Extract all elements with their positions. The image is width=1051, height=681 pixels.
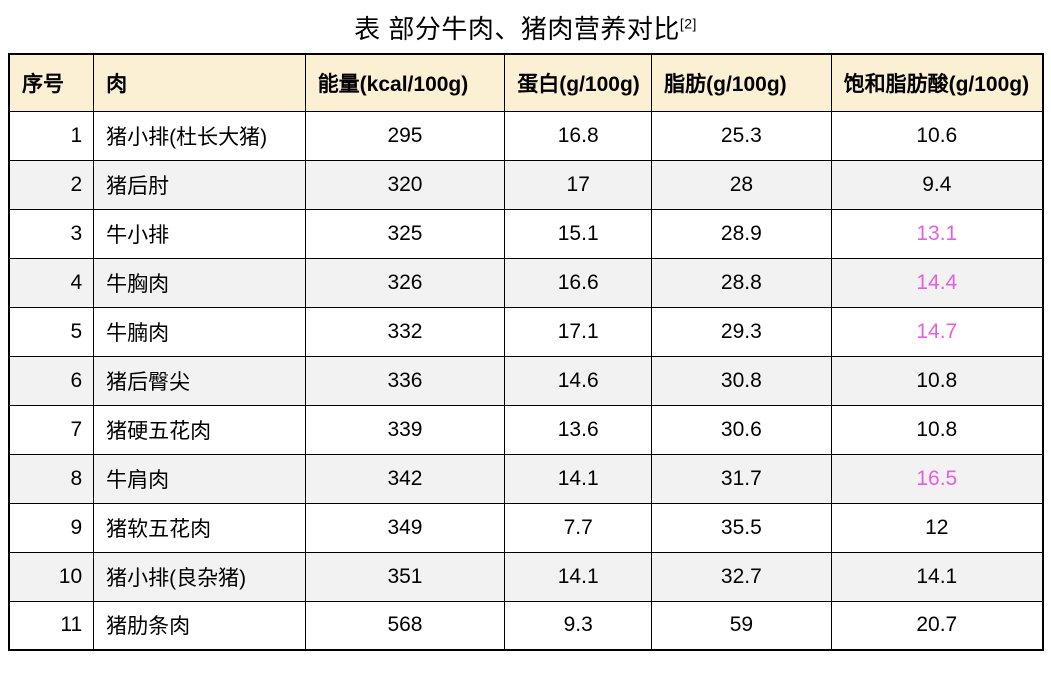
- cell-protein: 15.1: [504, 208, 653, 259]
- cell-protein: 13.6: [504, 404, 653, 455]
- table-row: 9 猪软五花肉 349 7.7 35.5 12: [8, 502, 1044, 553]
- cell-protein: 16.6: [504, 257, 653, 308]
- cell-energy: 351: [304, 551, 506, 602]
- cell-meat: 猪肋条肉: [93, 600, 306, 651]
- cell-index: 1: [8, 110, 95, 161]
- cell-satfat: 12: [830, 502, 1044, 553]
- cell-fat: 25.3: [651, 110, 832, 161]
- cell-protein: 14.1: [504, 551, 653, 602]
- cell-energy: 320: [304, 159, 506, 210]
- cell-protein: 9.3: [504, 600, 653, 651]
- column-header-meat: 肉: [93, 53, 306, 112]
- cell-satfat: 10.8: [830, 404, 1044, 455]
- cell-meat: 猪软五花肉: [93, 502, 306, 553]
- column-header-index: 序号: [8, 53, 95, 112]
- cell-satfat: 16.5: [830, 453, 1044, 504]
- cell-fat: 31.7: [651, 453, 832, 504]
- cell-satfat: 14.1: [830, 551, 1044, 602]
- caption-text: 表 部分牛肉、猪肉营养对比: [354, 14, 680, 44]
- cell-index: 2: [8, 159, 95, 210]
- cell-satfat: 9.4: [830, 159, 1044, 210]
- cell-meat: 牛胸肉: [93, 257, 306, 308]
- table-row: 8 牛肩肉 342 14.1 31.7 16.5: [8, 453, 1044, 504]
- cell-fat: 28.8: [651, 257, 832, 308]
- table-row: 1 猪小排(杜长大猪) 295 16.8 25.3 10.6: [8, 110, 1044, 161]
- cell-index: 8: [8, 453, 95, 504]
- citation-superscript: [2]: [679, 15, 697, 32]
- cell-meat: 猪硬五花肉: [93, 404, 306, 455]
- cell-meat: 牛小排: [93, 208, 306, 259]
- cell-fat: 28: [651, 159, 832, 210]
- table-row: 7 猪硬五花肉 339 13.6 30.6 10.8: [8, 404, 1044, 455]
- cell-energy: 568: [304, 600, 506, 651]
- cell-index: 5: [8, 306, 95, 357]
- cell-satfat: 20.7: [830, 600, 1044, 651]
- cell-protein: 14.1: [504, 453, 653, 504]
- table-row: 5 牛腩肉 332 17.1 29.3 14.7: [8, 306, 1044, 357]
- cell-energy: 336: [304, 355, 506, 406]
- cell-index: 3: [8, 208, 95, 259]
- cell-energy: 339: [304, 404, 506, 455]
- table-row: 10 猪小排(良杂猪) 351 14.1 32.7 14.1: [8, 551, 1044, 602]
- cell-protein: 7.7: [504, 502, 653, 553]
- cell-energy: 295: [304, 110, 506, 161]
- cell-meat: 牛腩肉: [93, 306, 306, 357]
- cell-meat: 猪后肘: [93, 159, 306, 210]
- table-body: 1 猪小排(杜长大猪) 295 16.8 25.3 10.6 2 猪后肘 320 17 28 9.4 3…: [8, 110, 1044, 651]
- cell-meat: 牛肩肉: [93, 453, 306, 504]
- cell-energy: 326: [304, 257, 506, 308]
- cell-energy: 349: [304, 502, 506, 553]
- table-caption: 表 部分牛肉、猪肉营养对比[2]: [0, 9, 1051, 46]
- cell-fat: 32.7: [651, 551, 832, 602]
- cell-protein: 16.8: [504, 110, 653, 161]
- cell-satfat: 14.4: [830, 257, 1044, 308]
- header-row: 序号 肉 能量(kcal/100g) 蛋白(g/100g) 脂肪(g/100g)…: [8, 53, 1044, 112]
- cell-satfat: 14.7: [830, 306, 1044, 357]
- table-row: 3 牛小排 325 15.1 28.9 13.1: [8, 208, 1044, 259]
- cell-index: 6: [8, 355, 95, 406]
- table-row: 4 牛胸肉 326 16.6 28.8 14.4: [8, 257, 1044, 308]
- cell-index: 4: [8, 257, 95, 308]
- cell-fat: 30.8: [651, 355, 832, 406]
- nutrition-table: 序号 肉 能量(kcal/100g) 蛋白(g/100g) 脂肪(g/100g)…: [8, 53, 1044, 651]
- cell-protein: 17.1: [504, 306, 653, 357]
- cell-protein: 14.6: [504, 355, 653, 406]
- cell-energy: 342: [304, 453, 506, 504]
- cell-satfat: 10.6: [830, 110, 1044, 161]
- cell-meat: 猪小排(杜长大猪): [93, 110, 306, 161]
- cell-protein: 17: [504, 159, 653, 210]
- table-row: 11 猪肋条肉 568 9.3 59 20.7: [8, 600, 1044, 651]
- cell-meat: 猪小排(良杂猪): [93, 551, 306, 602]
- column-header-energy: 能量(kcal/100g): [304, 53, 506, 112]
- cell-satfat: 10.8: [830, 355, 1044, 406]
- cell-index: 10: [8, 551, 95, 602]
- cell-satfat: 13.1: [830, 208, 1044, 259]
- table-row: 6 猪后臀尖 336 14.6 30.8 10.8: [8, 355, 1044, 406]
- column-header-protein: 蛋白(g/100g): [504, 53, 653, 112]
- cell-index: 9: [8, 502, 95, 553]
- column-header-fat: 脂肪(g/100g): [651, 53, 832, 112]
- table-row: 2 猪后肘 320 17 28 9.4: [8, 159, 1044, 210]
- cell-fat: 28.9: [651, 208, 832, 259]
- cell-energy: 332: [304, 306, 506, 357]
- cell-fat: 59: [651, 600, 832, 651]
- cell-meat: 猪后臀尖: [93, 355, 306, 406]
- cell-index: 11: [8, 600, 95, 651]
- cell-energy: 325: [304, 208, 506, 259]
- cell-fat: 35.5: [651, 502, 832, 553]
- column-header-satfat: 饱和脂肪酸(g/100g): [830, 53, 1044, 112]
- cell-index: 7: [8, 404, 95, 455]
- cell-fat: 29.3: [651, 306, 832, 357]
- cell-fat: 30.6: [651, 404, 832, 455]
